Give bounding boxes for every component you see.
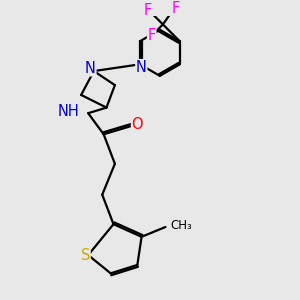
Text: N: N	[136, 60, 147, 75]
Text: CH₃: CH₃	[170, 219, 192, 232]
Text: S: S	[81, 248, 90, 262]
Text: O: O	[131, 117, 143, 132]
Text: F: F	[171, 2, 180, 16]
Text: F: F	[148, 28, 156, 43]
Text: N: N	[85, 61, 96, 76]
Text: NH: NH	[58, 104, 80, 119]
Text: F: F	[144, 3, 152, 18]
